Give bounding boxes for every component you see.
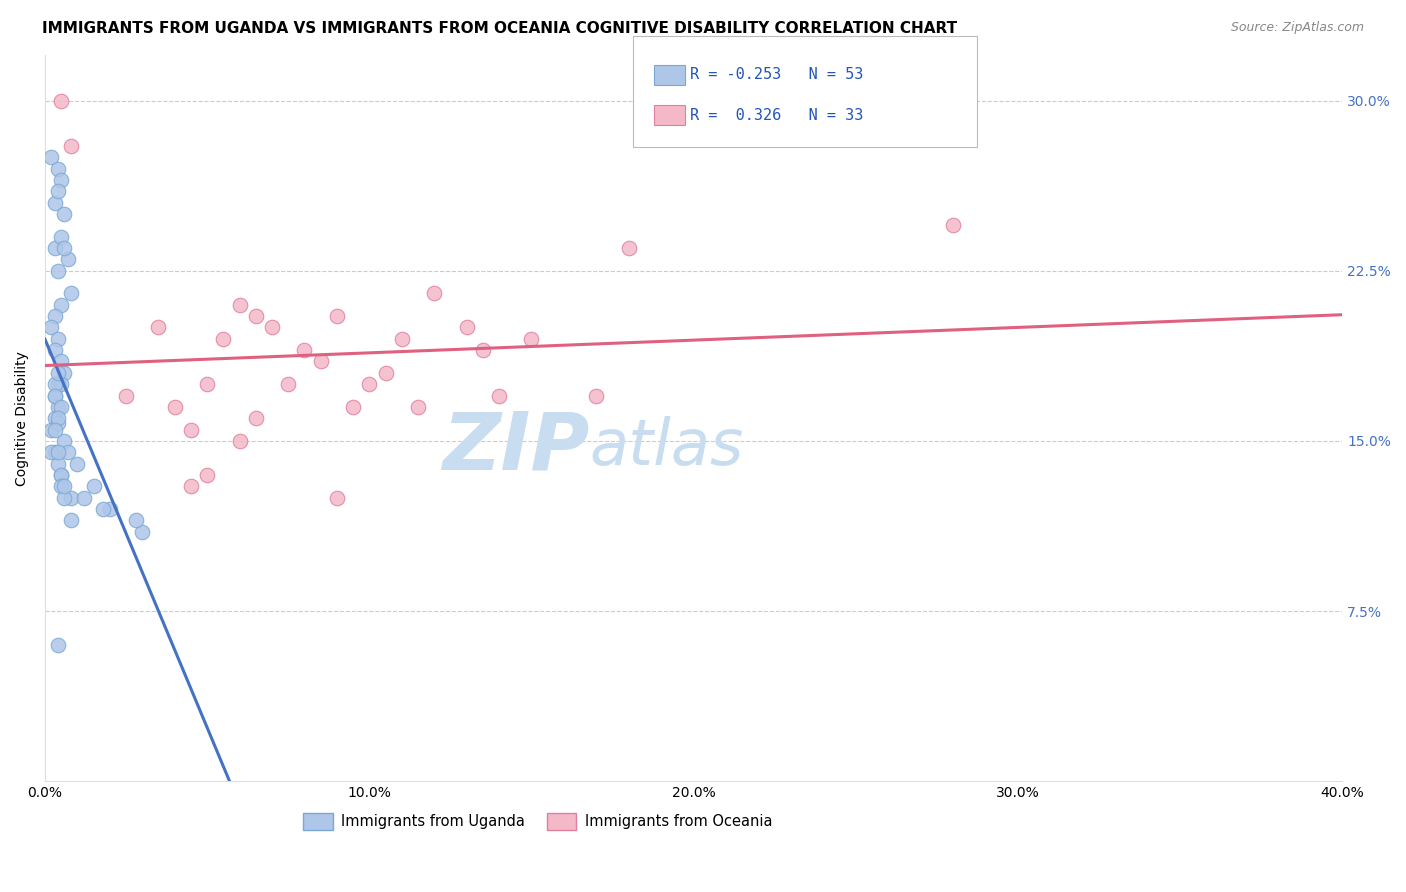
Point [98,502,121,516]
Point [195,377,218,392]
Point [41,423,63,437]
Point [53,241,76,255]
Point [56,445,79,459]
Point [326,491,349,505]
Point [46,377,69,392]
Point [374,366,396,380]
Point [46,445,69,459]
Point [44,411,66,425]
Point [46,400,69,414]
Point [260,320,283,334]
Point [51,377,73,392]
Point [131,524,153,539]
Point [456,320,478,334]
Point [46,457,69,471]
Point [59,513,82,527]
Point [51,400,73,414]
Point [51,229,73,244]
Point [73,491,96,505]
Y-axis label: Cognitive Disability: Cognitive Disability [15,351,30,485]
Point [294,343,316,358]
Point [585,388,607,402]
Text: Source: ZipAtlas.com: Source: ZipAtlas.com [1230,21,1364,34]
Point [326,309,349,323]
Point [46,161,69,176]
Point [46,411,69,425]
Point [163,400,186,414]
Point [56,252,79,267]
Point [44,195,66,210]
Point [180,479,202,493]
Text: atlas: atlas [591,417,744,478]
Point [180,423,202,437]
Point [41,445,63,459]
Point [59,139,82,153]
Point [195,467,218,482]
Text: R =  0.326   N = 33: R = 0.326 N = 33 [690,108,863,122]
Point [44,388,66,402]
Point [53,207,76,221]
Point [228,298,250,312]
Point [44,309,66,323]
Point [51,467,73,482]
Point [51,467,73,482]
Point [309,354,332,368]
Text: R = -0.253   N = 53: R = -0.253 N = 53 [690,68,863,82]
Point [46,184,69,198]
Point [359,377,381,392]
Point [93,502,115,516]
Point [148,320,170,334]
Point [59,491,82,505]
Point [406,400,429,414]
Point [342,400,364,414]
Point [617,241,640,255]
Point [520,332,543,346]
Point [115,388,138,402]
Point [53,366,76,380]
Point [277,377,299,392]
Point [44,343,66,358]
Point [46,366,69,380]
Legend: Immigrants from Uganda, Immigrants from Oceania: Immigrants from Uganda, Immigrants from … [298,807,779,836]
Point [44,241,66,255]
Point [46,263,69,277]
Point [51,173,73,187]
Point [51,479,73,493]
Point [66,457,89,471]
Point [423,286,446,301]
Point [41,150,63,164]
Point [228,434,250,448]
Point [245,411,267,425]
Text: IMMIGRANTS FROM UGANDA VS IMMIGRANTS FROM OCEANIA COGNITIVE DISABILITY CORRELATI: IMMIGRANTS FROM UGANDA VS IMMIGRANTS FRO… [42,21,957,36]
Point [46,416,69,430]
Point [488,388,510,402]
Point [53,479,76,493]
Point [51,298,73,312]
Point [942,219,965,233]
Point [44,423,66,437]
Point [44,388,66,402]
Point [51,94,73,108]
Point [53,434,76,448]
Point [46,332,69,346]
Point [212,332,235,346]
Point [471,343,494,358]
Point [391,332,413,346]
Point [53,491,76,505]
Point [51,354,73,368]
Point [44,445,66,459]
Text: ZIP: ZIP [443,409,591,486]
Point [41,320,63,334]
Point [83,479,105,493]
Point [125,513,148,527]
Point [44,377,66,392]
Point [59,286,82,301]
Point [245,309,267,323]
Point [46,638,69,652]
